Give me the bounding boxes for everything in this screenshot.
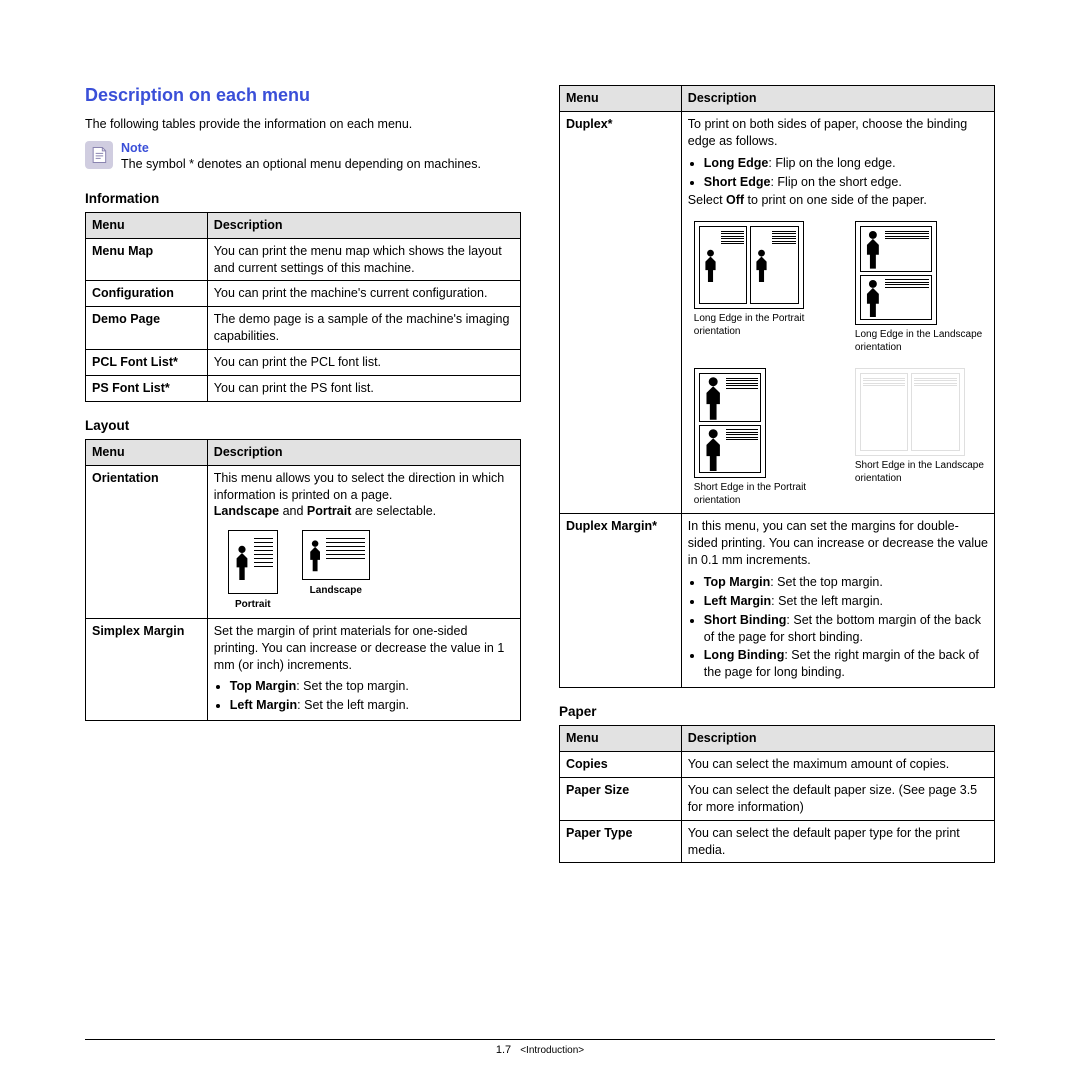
table-header-menu: Menu xyxy=(560,726,682,752)
duplex-shortedge-landscape: Short Edge in the Landscape orientation xyxy=(855,368,988,507)
information-table: Menu Description Menu MapYou can print t… xyxy=(85,212,521,402)
table-cell: You can print the PCL font list. xyxy=(207,350,520,376)
table-cell: Duplex* xyxy=(560,111,682,513)
table-header-menu: Menu xyxy=(86,439,208,465)
table-cell: You can print the menu map which shows t… xyxy=(207,238,520,281)
table-cell: Configuration xyxy=(86,281,208,307)
table-cell: Set the margin of print materials for on… xyxy=(207,618,520,720)
layout-table-cont: Menu Description Duplex* To print on bot… xyxy=(559,85,995,688)
section-paper: Paper xyxy=(559,704,995,719)
bold-text: Portrait xyxy=(307,504,351,518)
table-cell: Copies xyxy=(560,752,682,778)
page-title: Description on each menu xyxy=(85,85,521,106)
duplex-longedge-landscape: Long Edge in the Landscape orientation xyxy=(855,221,988,354)
section-information: Information xyxy=(85,191,521,206)
table-cell: Simplex Margin xyxy=(86,618,208,720)
table-cell: PS Font List* xyxy=(86,375,208,401)
table-header-menu: Menu xyxy=(560,86,682,112)
table-cell: Demo Page xyxy=(86,307,208,350)
table-cell: Menu Map xyxy=(86,238,208,281)
table-cell: Duplex Margin* xyxy=(560,514,682,688)
landscape-illustration: Landscape xyxy=(302,530,370,612)
table-cell: You can select the default paper size. (… xyxy=(681,777,994,820)
table-cell: This menu allows you to select the direc… xyxy=(207,465,520,618)
bold-text: Landscape xyxy=(214,504,279,518)
intro-text: The following tables provide the informa… xyxy=(85,116,521,133)
note-title: Note xyxy=(121,141,481,155)
section-layout: Layout xyxy=(85,418,521,433)
portrait-label: Portrait xyxy=(228,598,278,612)
page-number: 1.7 xyxy=(496,1044,511,1056)
table-cell: To print on both sides of paper, choose … xyxy=(681,111,994,513)
breadcrumb: <Introduction> xyxy=(520,1045,584,1056)
table-cell: PCL Font List* xyxy=(86,350,208,376)
table-header-desc: Description xyxy=(207,439,520,465)
orientation-desc: This menu allows you to select the direc… xyxy=(214,471,504,502)
table-cell: Paper Size xyxy=(560,777,682,820)
table-cell: You can print the machine's current conf… xyxy=(207,281,520,307)
table-header-desc: Description xyxy=(207,212,520,238)
page-footer: 1.7 <Introduction> xyxy=(85,1039,995,1056)
table-cell: You can select the default paper type fo… xyxy=(681,820,994,863)
table-cell: Paper Type xyxy=(560,820,682,863)
note-block: Note The symbol * denotes an optional me… xyxy=(85,141,521,173)
table-cell: In this menu, you can set the margins fo… xyxy=(681,514,994,688)
duplex-intro: To print on both sides of paper, choose … xyxy=(688,117,967,148)
duplex-longedge-portrait: Long Edge in the Portrait orientation xyxy=(694,221,827,354)
note-body: The symbol * denotes an optional menu de… xyxy=(121,156,481,173)
note-icon xyxy=(85,141,113,169)
right-column: Menu Description Duplex* To print on bot… xyxy=(559,85,995,990)
simplex-desc: Set the margin of print materials for on… xyxy=(214,624,504,672)
table-header-desc: Description xyxy=(681,86,994,112)
paper-table: Menu Description CopiesYou can select th… xyxy=(559,725,995,863)
duplex-margin-desc: In this menu, you can set the margins fo… xyxy=(688,519,988,567)
table-cell: The demo page is a sample of the machine… xyxy=(207,307,520,350)
table-header-desc: Description xyxy=(681,726,994,752)
table-cell: You can select the maximum amount of cop… xyxy=(681,752,994,778)
duplex-shortedge-portrait: Short Edge in the Portrait orientation xyxy=(694,368,827,507)
table-cell: You can print the PS font list. xyxy=(207,375,520,401)
table-header-menu: Menu xyxy=(86,212,208,238)
table-cell: Orientation xyxy=(86,465,208,618)
portrait-illustration: Portrait xyxy=(228,530,278,612)
left-column: Description on each menu The following t… xyxy=(85,85,521,990)
layout-table: Menu Description Orientation This menu a… xyxy=(85,439,521,721)
landscape-label: Landscape xyxy=(302,584,370,598)
